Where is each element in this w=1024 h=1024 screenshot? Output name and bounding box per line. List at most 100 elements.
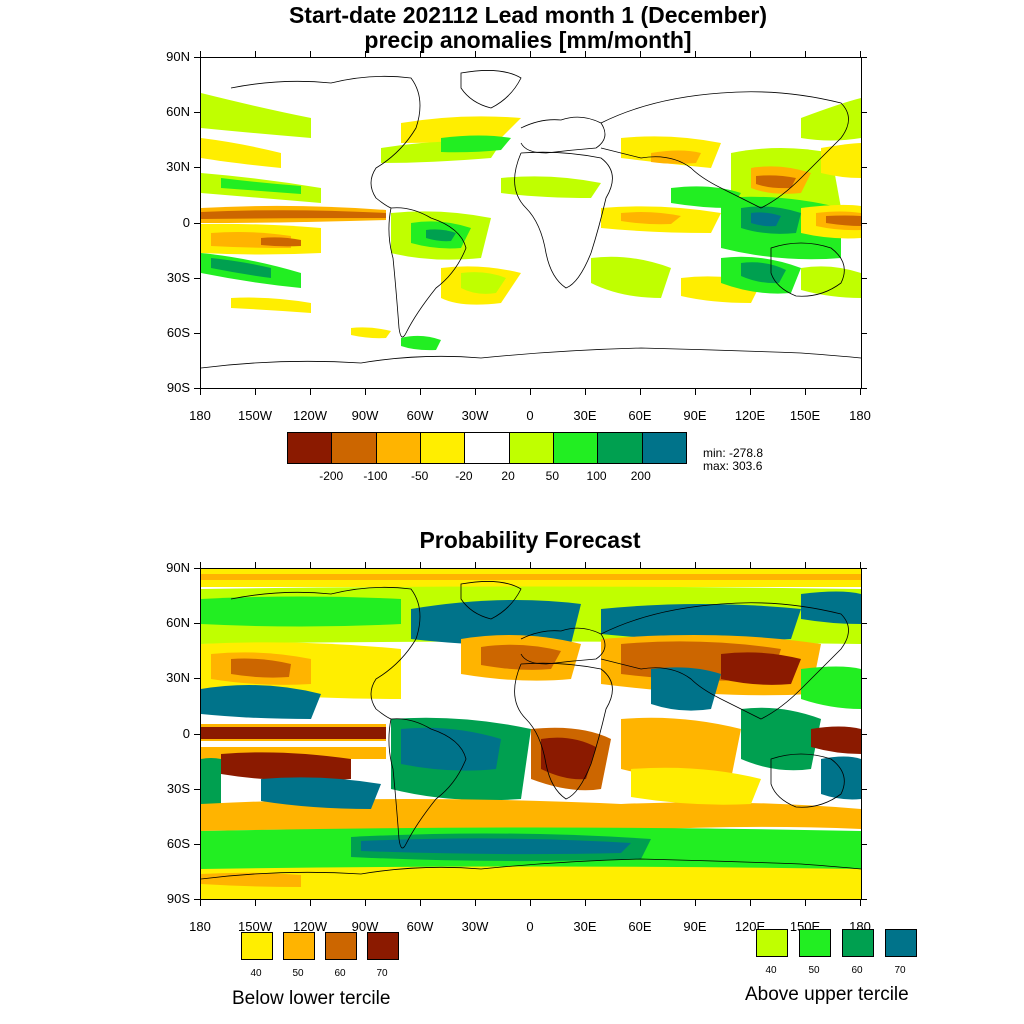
lat-label: 0	[182, 214, 190, 230]
lon-label: 180	[189, 408, 211, 423]
tercile-swatch	[842, 929, 874, 957]
colorbar-swatch	[465, 433, 510, 463]
lon-tick-top	[365, 51, 366, 57]
lat-label: 30N	[166, 670, 190, 686]
prob-patch	[821, 756, 861, 800]
prob-patch	[601, 604, 801, 641]
coastlines	[201, 70, 861, 369]
lon-tick-top	[200, 51, 201, 57]
lon-label: 90W	[351, 408, 379, 423]
tercile-value: 60	[851, 965, 863, 976]
lon-tick	[200, 389, 201, 395]
tercile-value: 70	[894, 965, 906, 976]
tercile-swatch	[885, 929, 917, 957]
lat-label: 90S	[166, 380, 190, 395]
precip-anomaly-map-svg	[201, 70, 861, 369]
lon-label: 60W	[406, 919, 434, 934]
top-map-title-line2: precip anomalies [mm/month]	[364, 27, 692, 53]
lon-label: 60E	[628, 919, 652, 934]
lat-label: 60N	[166, 104, 190, 120]
prob-patch	[801, 666, 861, 709]
south-america-coast	[388, 718, 467, 849]
tercile-swatch	[799, 929, 831, 957]
lon-tick	[420, 900, 421, 906]
lon-label: 180	[189, 919, 211, 934]
lat-tick	[194, 843, 200, 845]
tercile-swatch	[756, 929, 788, 957]
colorbar-label: -20	[455, 469, 473, 483]
anomaly-fields	[201, 93, 861, 351]
lat-tick	[194, 388, 200, 389]
colorbar-swatch	[598, 433, 643, 463]
south-america-coast	[388, 207, 467, 338]
lon-tick-top	[585, 51, 586, 57]
lat-tick	[194, 568, 200, 569]
lon-tick-top	[585, 562, 586, 568]
anomaly-patch	[201, 210, 386, 219]
lon-tick	[585, 900, 586, 906]
coastlines	[201, 581, 861, 880]
lon-tick-top	[475, 562, 476, 568]
anomaly-colorbar	[287, 432, 687, 464]
lat-label: 90N	[166, 560, 190, 575]
lon-tick-top	[750, 51, 751, 57]
europe-coast	[520, 627, 606, 665]
lon-tick	[695, 900, 696, 906]
colorbar-swatch	[420, 433, 466, 463]
colorbar-swatch	[288, 433, 333, 463]
north-america-coast	[230, 75, 421, 209]
lon-tick	[750, 900, 751, 906]
tercile-value: 50	[808, 965, 820, 976]
lon-tick-top	[365, 562, 366, 568]
anomaly-patch	[201, 138, 281, 168]
lon-tick	[365, 900, 366, 906]
colorbar-label: -100	[363, 469, 388, 483]
lon-label: 30E	[573, 919, 597, 934]
lon-tick-top	[805, 562, 806, 568]
lat-label: 60S	[166, 835, 190, 851]
anomaly-patch	[221, 178, 301, 194]
lon-tick	[310, 900, 311, 906]
lon-label: 150W	[238, 408, 272, 423]
lon-tick-top	[750, 562, 751, 568]
lat-tick	[194, 899, 200, 900]
lon-tick	[805, 900, 806, 906]
lon-label: 60W	[406, 408, 434, 423]
lat-tick-right	[861, 733, 867, 735]
lon-label: 0	[526, 919, 534, 934]
prob-patch	[201, 596, 401, 627]
prob-patch	[231, 658, 291, 678]
probability-forecast-map	[200, 568, 862, 900]
lon-tick	[365, 389, 366, 395]
prob-patch	[481, 644, 561, 670]
lon-label: 150W	[238, 919, 272, 934]
colorbar-label: 200	[630, 469, 651, 483]
colorbar-swatch	[553, 433, 599, 463]
lon-tick	[530, 900, 531, 906]
colorbar-swatch	[509, 433, 554, 463]
anomaly-patch	[351, 327, 391, 339]
tercile-swatch	[367, 932, 399, 960]
lat-label: 90N	[166, 49, 190, 64]
lon-tick	[475, 389, 476, 395]
lat-tick-right	[861, 112, 867, 114]
prob-band	[201, 574, 861, 580]
lat-tick	[194, 167, 200, 169]
prob-patch	[621, 717, 741, 781]
max-value-text: max: 303.6	[703, 459, 763, 473]
prob-band	[201, 741, 386, 747]
lon-tick-top	[640, 562, 641, 568]
lat-tick-right	[861, 167, 867, 169]
lat-tick	[194, 678, 200, 680]
colorbar-swatch	[376, 433, 421, 463]
prob-band	[201, 727, 386, 739]
prob-patch	[221, 752, 351, 781]
lon-label: 90E	[683, 408, 707, 423]
prob-patch	[651, 667, 721, 711]
prob-patch	[401, 727, 501, 771]
lat-label: 60S	[166, 324, 190, 340]
lat-label: 30N	[166, 159, 190, 175]
lon-label: 30E	[573, 408, 597, 423]
colorbar-swatch	[642, 433, 686, 463]
prob-patch	[541, 737, 596, 780]
